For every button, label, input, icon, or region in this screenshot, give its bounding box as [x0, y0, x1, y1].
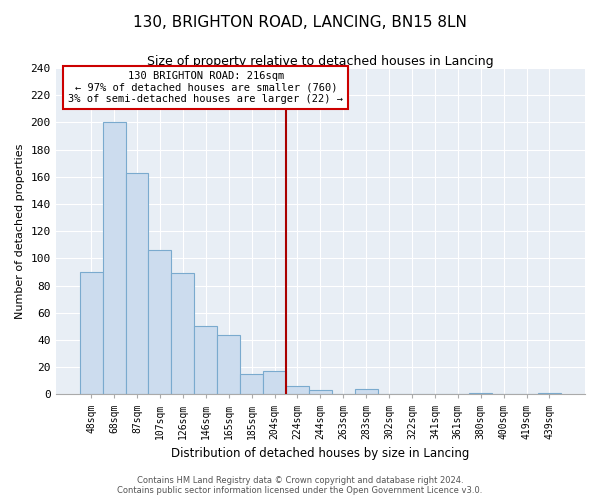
Bar	[125, 172, 148, 394]
Bar	[103, 122, 125, 394]
Y-axis label: Number of detached properties: Number of detached properties	[15, 144, 25, 319]
Bar	[194, 326, 217, 394]
Text: 130 BRIGHTON ROAD: 216sqm
← 97% of detached houses are smaller (760)
3% of semi-: 130 BRIGHTON ROAD: 216sqm ← 97% of detac…	[68, 70, 343, 104]
Bar	[309, 390, 332, 394]
Text: 130, BRIGHTON ROAD, LANCING, BN15 8LN: 130, BRIGHTON ROAD, LANCING, BN15 8LN	[133, 15, 467, 30]
Bar	[263, 372, 286, 394]
Bar	[148, 250, 172, 394]
Text: Contains HM Land Registry data © Crown copyright and database right 2024.
Contai: Contains HM Land Registry data © Crown c…	[118, 476, 482, 495]
Bar	[80, 272, 103, 394]
Bar	[286, 386, 309, 394]
Title: Size of property relative to detached houses in Lancing: Size of property relative to detached ho…	[147, 55, 494, 68]
Bar	[217, 334, 240, 394]
Bar	[240, 374, 263, 394]
Bar	[469, 393, 492, 394]
Bar	[355, 389, 377, 394]
X-axis label: Distribution of detached houses by size in Lancing: Distribution of detached houses by size …	[171, 447, 470, 460]
Bar	[538, 393, 561, 394]
Bar	[172, 274, 194, 394]
